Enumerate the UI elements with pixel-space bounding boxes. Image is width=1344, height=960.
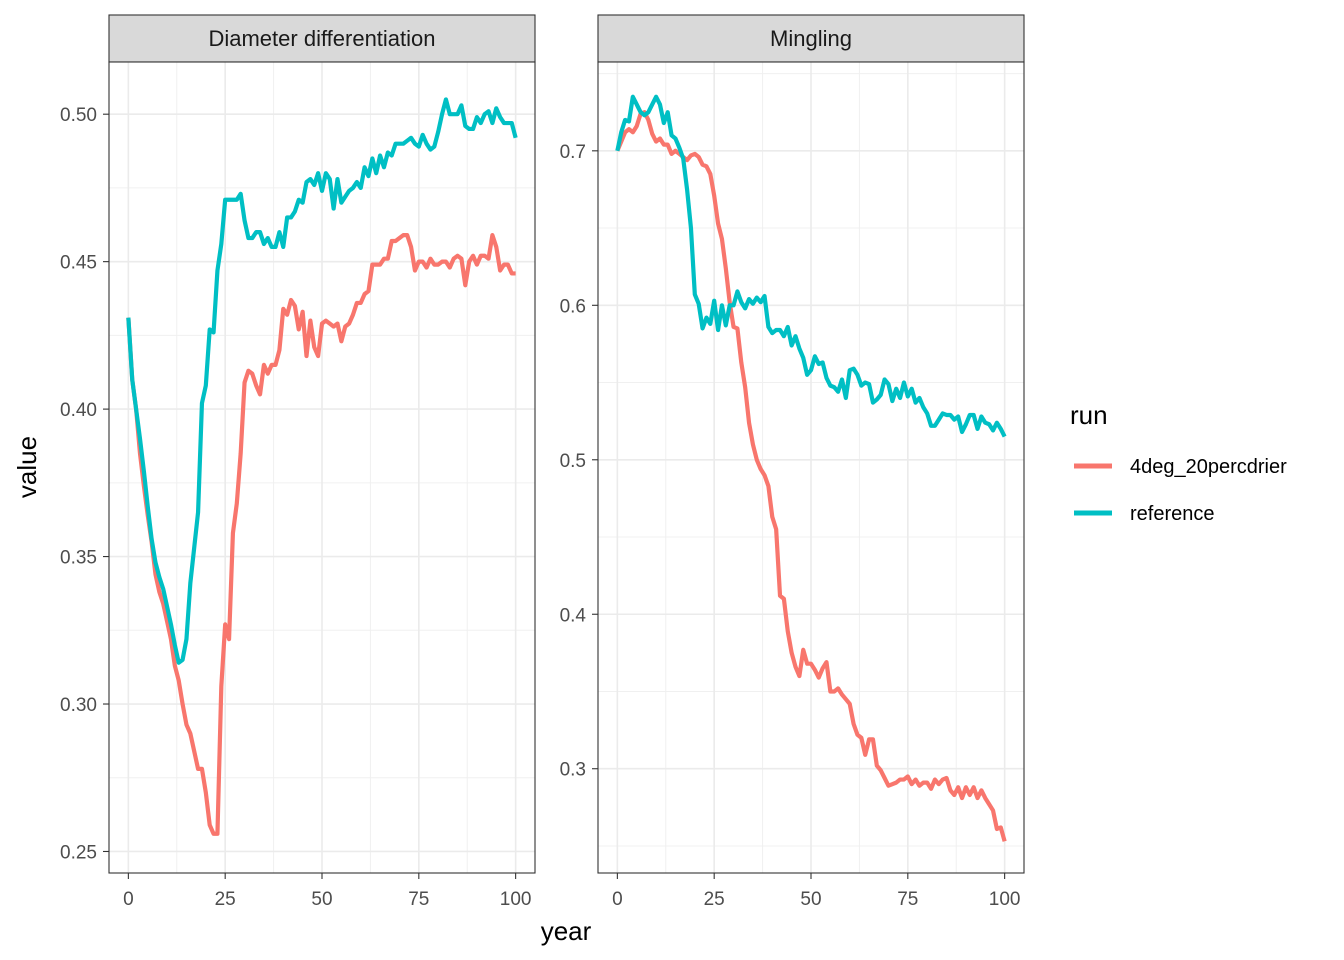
- x-tick-label: 50: [311, 889, 332, 910]
- y-tick-label: 0.25: [60, 842, 97, 863]
- y-axis-title: value: [12, 436, 42, 498]
- x-tick-label: 50: [800, 889, 821, 910]
- y-tick-label: 0.6: [560, 296, 586, 317]
- panel-strip: [597, 14, 1025, 63]
- series-line-4deg-20percdrier: [126, 233, 516, 836]
- legend: run 4deg_20percdrier reference: [1070, 400, 1287, 525]
- x-tick-label: 0: [123, 889, 134, 910]
- panel-title: Mingling: [770, 26, 852, 51]
- y-tick-label: 0.5: [560, 451, 586, 472]
- x-tick-label: 25: [704, 889, 725, 910]
- y-tick-label: 0.30: [60, 695, 97, 716]
- panel-title: Diameter differentiation: [208, 26, 435, 51]
- y-tick-label: 0.50: [60, 105, 97, 126]
- legend-title: run: [1070, 400, 1108, 430]
- series-line-reference: [126, 97, 518, 665]
- y-tick-label: 0.3: [560, 760, 586, 781]
- panel-1: Diameter differentiation 0 25 50 75 100 0.25 0.…: [60, 14, 536, 910]
- x-tick-label: 75: [408, 889, 429, 910]
- x-axis-title: year: [541, 916, 592, 946]
- y-tick-label: 0.35: [60, 548, 97, 569]
- legend-label-4deg-20percdrier: 4deg_20percdrier: [1130, 456, 1287, 478]
- panel-2: Mingling 0 25 50 75 100 0.3 0.4 0.5 0.6 0.7: [560, 14, 1025, 910]
- x-tick-label: 25: [215, 889, 236, 910]
- legend-label-reference: reference: [1130, 503, 1215, 525]
- x-tick-label: 100: [989, 889, 1021, 910]
- y-tick-label: 0.7: [560, 142, 586, 163]
- y-tick-label: 0.45: [60, 253, 97, 274]
- x-tick-label: 0: [612, 889, 623, 910]
- x-tick-label: 75: [897, 889, 918, 910]
- panel-strip: [108, 14, 536, 63]
- x-tick-label: 100: [500, 889, 532, 910]
- y-tick-label: 0.4: [560, 605, 587, 626]
- series-line-reference: [615, 94, 1007, 438]
- y-tick-label: 0.40: [60, 400, 97, 421]
